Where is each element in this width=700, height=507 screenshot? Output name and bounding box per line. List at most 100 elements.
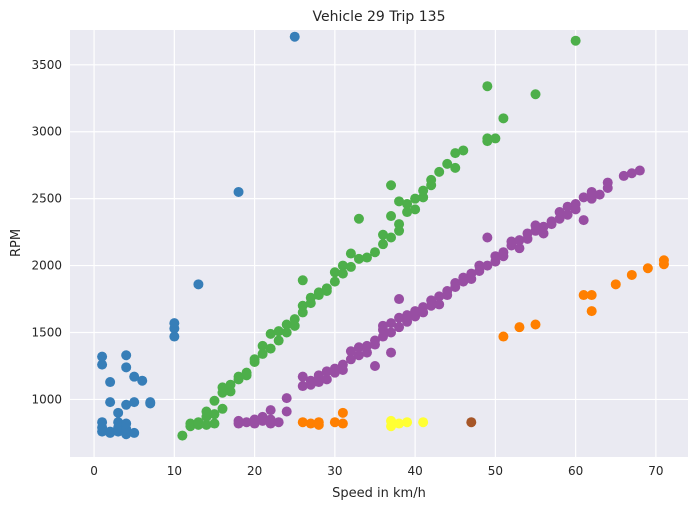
data-point [386,180,397,191]
data-point [369,247,380,258]
x-tick-label: 0 [90,464,98,478]
data-point [402,207,413,218]
data-point [337,359,348,370]
data-point [466,268,477,279]
data-point [297,417,308,428]
data-point [265,328,276,339]
data-point [434,291,445,302]
data-point [329,276,340,287]
data-point [482,260,493,271]
data-point [562,201,573,212]
data-point [273,326,284,337]
y-tick-label: 2500 [31,192,62,206]
data-point [450,148,461,159]
data-point [337,418,348,429]
data-point [329,417,340,428]
data-point [402,310,413,321]
data-point [578,290,589,301]
data-point [345,248,356,259]
data-point [185,418,196,429]
data-point [345,261,356,272]
y-tick-label: 2000 [31,259,62,273]
data-point [193,417,204,428]
data-point [498,113,509,124]
data-point [410,193,421,204]
data-point [458,145,469,156]
data-point [97,417,108,428]
data-point [121,362,132,373]
data-point [410,204,421,215]
data-point [522,228,533,239]
data-point [586,290,597,301]
data-point [305,375,316,386]
data-point [490,251,501,262]
data-point [305,292,316,303]
data-point [209,418,220,429]
data-point [257,411,268,422]
data-point [394,294,405,305]
data-point [394,312,405,323]
data-point [217,403,228,414]
data-point [201,419,212,430]
data-point [105,377,116,388]
x-tick-label: 60 [568,464,583,478]
data-point [610,279,621,290]
data-point [530,89,541,100]
data-point [321,366,332,377]
data-point [129,427,140,438]
x-tick-label: 50 [488,464,503,478]
data-point [177,430,188,441]
data-point [353,213,364,224]
data-point [281,327,292,338]
y-tick-label: 3500 [31,58,62,72]
data-point [538,221,549,232]
data-point [394,322,405,333]
data-point [418,417,429,428]
x-tick-label: 20 [247,464,262,478]
data-point [241,367,252,378]
data-point [281,319,292,330]
data-point [386,232,397,243]
data-point [514,322,525,333]
data-point [273,417,284,428]
data-point [626,168,637,179]
data-point [193,279,204,290]
data-point [265,414,276,425]
data-point [506,236,517,247]
data-point [233,186,244,197]
data-point [169,318,180,329]
chart-title: Vehicle 29 Trip 135 [313,9,446,25]
y-tick-label: 1000 [31,392,62,406]
data-point [121,418,132,429]
data-point [257,340,268,351]
data-point [105,426,116,437]
data-point [594,189,605,200]
data-point [297,381,308,392]
data-point [442,158,453,169]
data-point [514,243,525,254]
data-point [337,260,348,271]
data-point [313,287,324,298]
data-point [514,235,525,246]
data-point [602,177,613,188]
data-point [434,299,445,310]
data-point [386,415,397,426]
data-point [369,360,380,371]
x-tick-label: 70 [648,464,663,478]
data-point [225,379,236,390]
data-point [418,302,429,313]
data-point [361,340,372,351]
data-point [530,319,541,330]
data-point [249,414,260,425]
data-point [129,397,140,408]
data-point [498,251,509,262]
data-point [570,35,581,46]
data-point [434,166,445,177]
data-point [658,255,669,266]
data-point [394,418,405,429]
data-point [642,263,653,274]
data-point [209,409,220,420]
data-point [105,397,116,408]
data-point [113,417,124,428]
